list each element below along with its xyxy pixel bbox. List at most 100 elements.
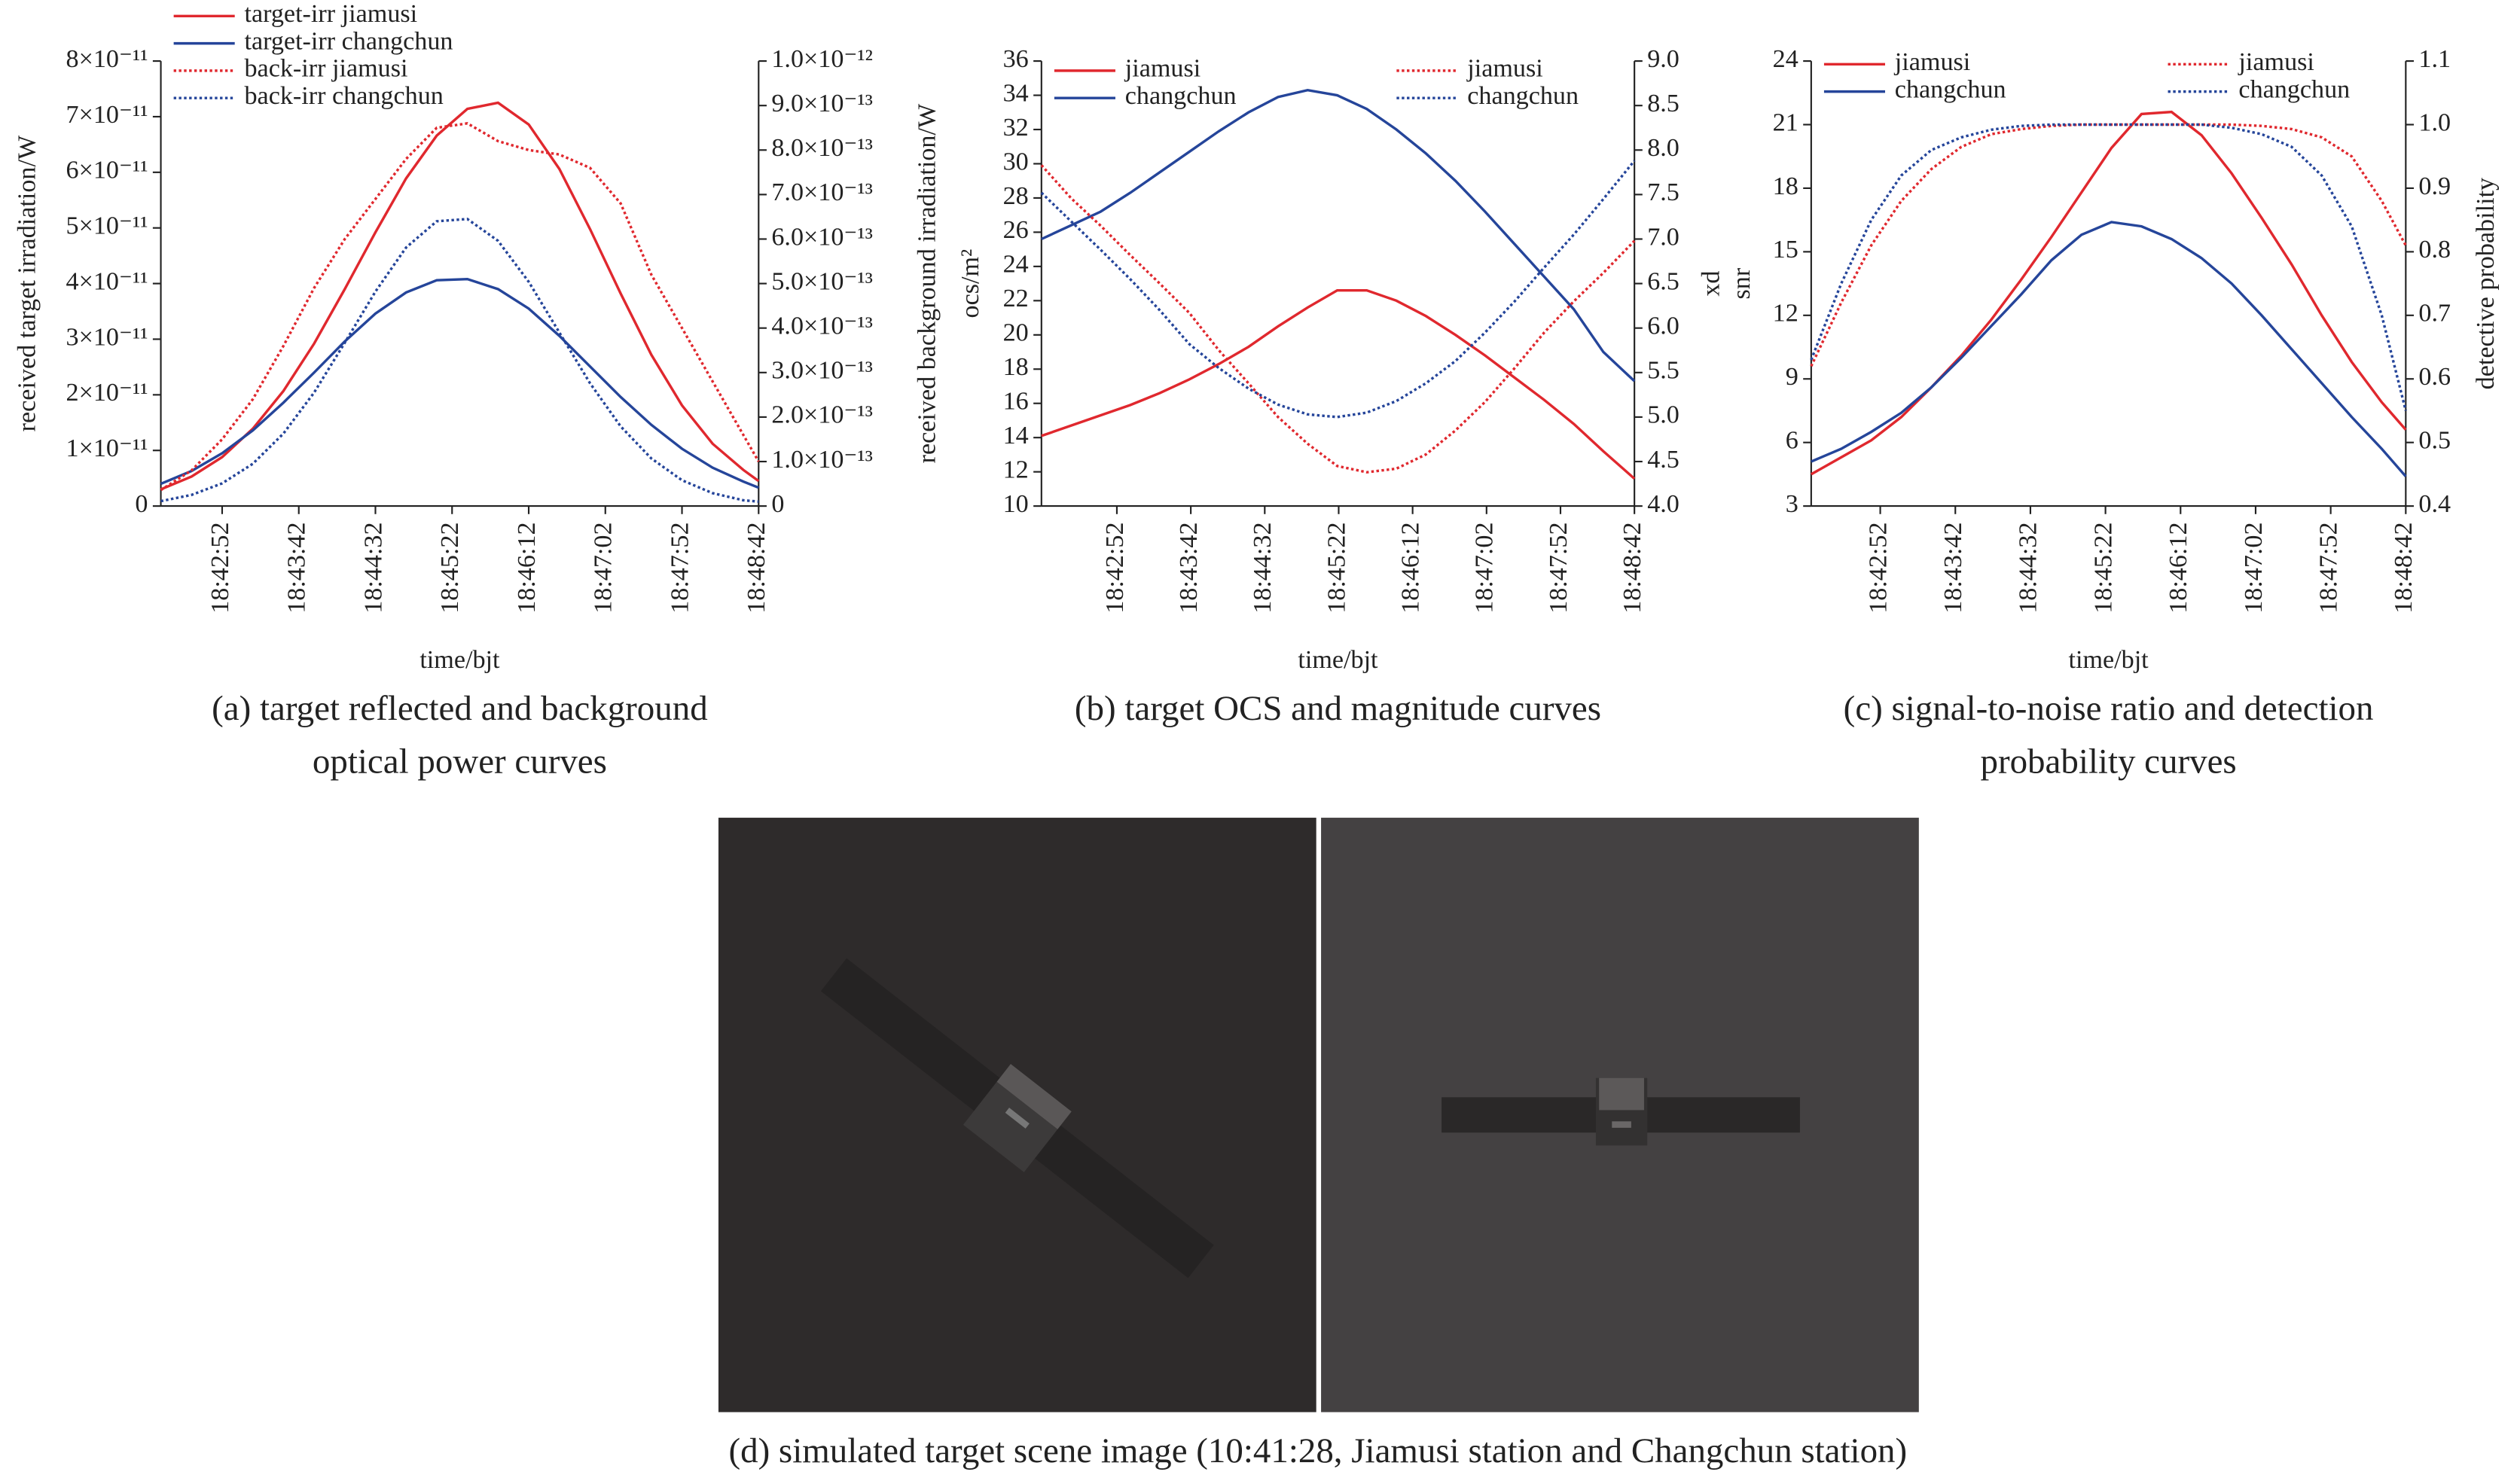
y2-tick-label: 8.5 (1647, 90, 1679, 117)
satellite-right (1442, 1077, 1800, 1146)
x-tick-label: 18:42:52 (1101, 522, 1129, 613)
series-line (1810, 123, 2407, 411)
legend-label: back-irr jiamusi (245, 55, 408, 83)
y-tick-label: 14 (1003, 422, 1029, 449)
y2-tick-label: 1.0 (2418, 108, 2451, 136)
y-tick-label: 34 (1003, 79, 1029, 107)
caption: (a) target reflected and background (212, 689, 708, 728)
y2-tick-label: 0.5 (2418, 427, 2451, 455)
x-tick-label: 18:45:22 (2089, 522, 2117, 613)
series-line (1040, 164, 1636, 474)
y2-tick-label: 1.0×10⁻¹² (771, 45, 873, 73)
y2-tick-label: 8.0 (1647, 134, 1679, 162)
y-tick-label: 3×10⁻¹¹ (66, 323, 148, 351)
x-tick-label: 18:44:32 (1249, 522, 1277, 613)
x-axis-label: time/bjt (2069, 646, 2149, 674)
y2-tick-label: 1.1 (2418, 45, 2451, 73)
y-tick-label: 15 (1773, 236, 1798, 264)
y-axis-label: received target irradiation/W (13, 135, 41, 431)
y2-tick-label: 0.4 (2418, 490, 2451, 518)
series-line (1811, 110, 2407, 476)
y2-tick-label: 0 (771, 490, 784, 518)
legend-label: target-irr changchun (245, 27, 453, 55)
caption: (c) signal-to-noise ratio and detection (1844, 689, 2374, 728)
y-tick-label: 36 (1003, 45, 1029, 73)
x-tick-label: 18:47:02 (1471, 522, 1499, 613)
y-tick-label: 9 (1786, 363, 1798, 391)
y-tick-label: 8×10⁻¹¹ (66, 45, 148, 73)
y2-tick-label: 4.5 (1647, 446, 1679, 474)
series-line (160, 122, 760, 492)
series-line (160, 277, 759, 489)
legend-label: jiamusi (2238, 48, 2314, 76)
legend-label: changchun (1895, 75, 2006, 103)
y-tick-label: 20 (1003, 319, 1029, 347)
x-tick-label: 18:46:12 (513, 522, 541, 613)
y2-tick-label: 6.5 (1647, 267, 1679, 295)
y-tick-label: 7×10⁻¹¹ (66, 101, 148, 129)
legend-label: changchun (2238, 75, 2350, 103)
y2-axis-label: detective probability (2472, 178, 2500, 389)
x-tick-label: 18:42:52 (1864, 522, 1892, 613)
caption: probability curves (1980, 742, 2236, 781)
y-tick-label: 3 (1786, 490, 1798, 518)
x-tick-label: 18:43:42 (283, 522, 311, 613)
y-tick-label: 16 (1003, 388, 1029, 416)
y-tick-label: 5×10⁻¹¹ (66, 212, 148, 240)
y-tick-label: 12 (1003, 456, 1029, 483)
y2-tick-label: 9.0 (1647, 45, 1679, 73)
y2-tick-label: 4.0×10⁻¹³ (771, 312, 873, 340)
satellite-left (820, 958, 1214, 1278)
x-tick-label: 18:44:32 (2015, 522, 2043, 613)
y-tick-label: 1×10⁻¹¹ (66, 434, 148, 462)
legend-label: target-irr jiamusi (245, 0, 418, 28)
series-line (1811, 221, 2407, 477)
series-line (1041, 288, 1636, 480)
y-tick-label: 18 (1003, 353, 1029, 381)
y-tick-label: 0 (135, 490, 148, 518)
x-tick-label: 18:42:52 (206, 522, 234, 613)
y2-tick-label: 5.0×10⁻¹³ (771, 267, 873, 295)
y2-tick-label: 4.0 (1647, 490, 1679, 518)
y2-tick-label: 0.6 (2418, 363, 2451, 391)
y2-tick-label: 5.0 (1647, 401, 1679, 429)
y-axis-label: ocs/m² (956, 249, 984, 318)
y-tick-label: 12 (1773, 300, 1798, 328)
x-tick-label: 18:43:42 (1175, 522, 1203, 613)
x-tick-label: 18:48:42 (1618, 522, 1646, 613)
x-axis-label: time/bjt (419, 646, 500, 674)
y-tick-label: 26 (1003, 216, 1029, 244)
y-tick-label: 6×10⁻¹¹ (66, 157, 148, 184)
y2-tick-label: 6.0 (1647, 312, 1679, 340)
y2-tick-label: 5.5 (1647, 357, 1679, 385)
scene-caption: (d) simulated target scene image (10:41:… (728, 1431, 1907, 1470)
x-tick-label: 18:45:22 (436, 522, 464, 613)
x-tick-label: 18:47:52 (1545, 522, 1573, 613)
y-tick-label: 18 (1773, 172, 1798, 200)
x-tick-label: 18:47:52 (2314, 522, 2342, 613)
x-tick-label: 18:47:02 (2240, 522, 2268, 613)
y2-tick-label: 2.0×10⁻¹³ (771, 401, 873, 429)
x-tick-label: 18:45:22 (1323, 522, 1350, 613)
caption: optical power curves (313, 742, 607, 781)
y2-tick-label: 7.0×10⁻¹³ (771, 178, 873, 206)
legend-label: changchun (1125, 82, 1237, 110)
y2-tick-label: 6.0×10⁻¹³ (771, 223, 873, 251)
x-tick-label: 18:48:42 (2390, 522, 2418, 613)
x-tick-label: 18:44:32 (359, 522, 387, 613)
legend-label: back-irr changchun (245, 82, 444, 110)
y2-tick-label: 7.5 (1647, 178, 1679, 206)
y2-axis-label: received background irradiation/W (913, 103, 941, 463)
y-tick-label: 6 (1786, 427, 1798, 455)
y-tick-label: 30 (1003, 148, 1029, 175)
legend-label: jiamusi (1894, 48, 1970, 76)
y2-tick-label: 0.9 (2418, 172, 2451, 200)
y2-tick-label: 8.0×10⁻¹³ (771, 134, 873, 162)
y-axis-label: snr (1728, 267, 1756, 299)
series-line (160, 218, 759, 503)
series-line (1810, 123, 2407, 367)
y-tick-label: 24 (1773, 45, 1798, 73)
y-tick-label: 24 (1003, 251, 1029, 279)
y2-tick-label: 7.0 (1647, 223, 1679, 251)
